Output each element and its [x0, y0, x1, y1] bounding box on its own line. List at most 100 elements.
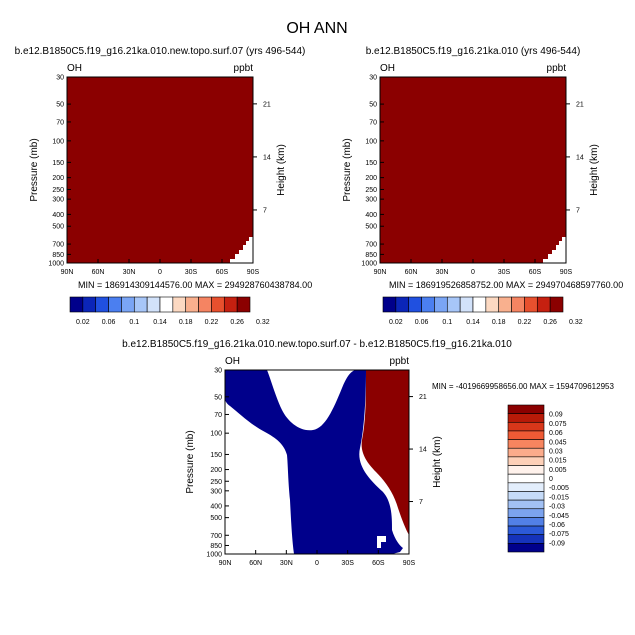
colorbar-label: 0.02: [76, 319, 90, 326]
colorbar-swatch: [507, 404, 545, 414]
y-tick-label: 700: [210, 533, 222, 540]
height-tick-label: 21: [263, 101, 271, 108]
colorbar-label: 0.14: [153, 319, 167, 326]
colorbar-swatch: [223, 296, 238, 313]
colorbar-swatch: [198, 296, 212, 313]
y-tick-label: 300: [365, 197, 377, 204]
y-tick-label: 200: [365, 175, 377, 182]
x-tick-label: 30S: [185, 269, 198, 276]
colorbar-swatch: [69, 296, 84, 313]
colorbar-swatch: [507, 421, 545, 432]
panel-1-data-fill: [67, 77, 253, 263]
colorbar-label: -0.06: [549, 522, 565, 529]
panel-2-height-ticks: 21 14 7: [566, 101, 584, 214]
x-tick-label: 60N: [249, 560, 262, 567]
y-tick-label: 700: [365, 242, 377, 249]
y-tick-label: 150: [52, 160, 64, 167]
colorbar-swatch: [511, 296, 525, 313]
colorbar-label: 0.18: [492, 319, 506, 326]
colorbar-label: 0.09: [549, 412, 563, 419]
x-tick-label: 60N: [405, 269, 418, 276]
colorbar-swatch: [507, 525, 545, 536]
panel-1-units-label: ppbt: [234, 63, 254, 74]
colorbar-swatch: [434, 296, 448, 313]
colorbar-swatch: [382, 296, 397, 313]
y-tick-label: 1000: [361, 261, 377, 268]
colorbar-swatch: [549, 296, 564, 313]
panel-3-title: b.e12.B1850C5.f19_g16.21ka.010.new.topo.…: [122, 339, 512, 350]
y-tick-label: 200: [210, 467, 222, 474]
colorbar-swatch: [395, 296, 410, 313]
colorbar-label: 0.075: [549, 421, 567, 428]
colorbar-swatch: [507, 456, 545, 466]
colorbar-label: 0.32: [256, 319, 270, 326]
colorbar-label: 0.26: [230, 319, 244, 326]
colorbar-swatch: [108, 296, 122, 313]
y-tick-label: 100: [210, 431, 222, 438]
panel-3-ylabel-right: Height (km): [432, 436, 443, 488]
panel-2-x-ticks: 90N 60N 30N 0 30S 60S 90S: [374, 259, 573, 276]
colorbar-swatch: [421, 296, 435, 313]
y-tick-label: 850: [52, 252, 64, 259]
colorbar-swatch: [408, 296, 422, 313]
panel-1-ylabel: Pressure (mb): [29, 138, 40, 201]
panel-1-height-ticks: 21 14 7: [253, 101, 271, 214]
colorbar-swatch: [507, 534, 545, 544]
x-tick-label: 60S: [372, 560, 385, 567]
colorbar-swatch: [507, 491, 545, 501]
x-tick-label: 30N: [123, 269, 136, 276]
height-tick-label: 14: [576, 154, 584, 161]
panel-2-field-label: OH: [380, 63, 395, 74]
colorbar-swatch: [498, 296, 512, 313]
colorbar-swatch: [159, 296, 174, 313]
x-tick-label: 0: [471, 269, 475, 276]
colorbar-swatch: [536, 296, 551, 313]
colorbar-swatch: [95, 296, 109, 313]
panel-2-data-fill: [380, 77, 566, 263]
panel-2-stats: MIN = 186919526858752.00 MAX = 294970468…: [389, 280, 623, 290]
y-tick-label: 150: [365, 160, 377, 167]
x-tick-label: 30N: [436, 269, 449, 276]
x-tick-label: 90N: [374, 269, 387, 276]
y-tick-label: 30: [56, 75, 64, 82]
panel-3-negative-region: [225, 370, 403, 554]
colorbar-label: 0.18: [179, 319, 193, 326]
y-tick-label: 50: [56, 102, 64, 109]
x-tick-label: 90N: [61, 269, 74, 276]
panel-1-field-label: OH: [67, 63, 82, 74]
panel-1-colorbar: 0.02 0.06 0.1 0.14 0.18 0.22 0.26 0.32: [69, 296, 270, 326]
colorbar-swatch: [185, 296, 199, 313]
panel-3-white-gap: [377, 536, 386, 548]
colorbar-swatch: [146, 296, 161, 313]
y-tick-label: 250: [210, 479, 222, 486]
colorbar-label: 0.06: [102, 319, 116, 326]
height-tick-label: 7: [419, 499, 423, 506]
panel-1-x-ticks: 90N 60N 30N 0 30S 60S 90S: [61, 259, 260, 276]
y-tick-label: 150: [210, 452, 222, 459]
panel-3-x-ticks: 90N 60N 30N 0 30S 60S 90S: [219, 550, 416, 567]
panel-1: b.e12.B1850C5.f19_g16.21ka.010.new.topo.…: [15, 46, 313, 326]
y-tick-label: 1000: [48, 261, 64, 268]
colorbar-label: 0.02: [389, 319, 403, 326]
colorbar-swatch: [507, 447, 545, 458]
colorbar-label: 0.14: [466, 319, 480, 326]
colorbar-label: -0.005: [549, 485, 569, 492]
colorbar-swatch: [507, 499, 545, 510]
colorbar-label: 0.045: [549, 439, 567, 446]
y-tick-label: 100: [52, 138, 64, 145]
x-tick-label: 60S: [529, 269, 542, 276]
y-tick-label: 30: [369, 75, 377, 82]
colorbar-label: -0.09: [549, 540, 565, 547]
y-tick-label: 300: [210, 488, 222, 495]
y-tick-label: 30: [214, 368, 222, 375]
colorbar-swatch: [172, 296, 187, 313]
panel-1-title: b.e12.B1850C5.f19_g16.21ka.010.new.topo.…: [15, 46, 306, 57]
x-tick-label: 60S: [216, 269, 229, 276]
colorbar-swatch: [507, 508, 545, 518]
y-tick-label: 850: [210, 543, 222, 550]
y-tick-label: 250: [52, 187, 64, 194]
colorbar-swatch: [459, 296, 474, 313]
panel-3-positive-region: [361, 370, 409, 535]
colorbar-swatch: [507, 465, 545, 475]
